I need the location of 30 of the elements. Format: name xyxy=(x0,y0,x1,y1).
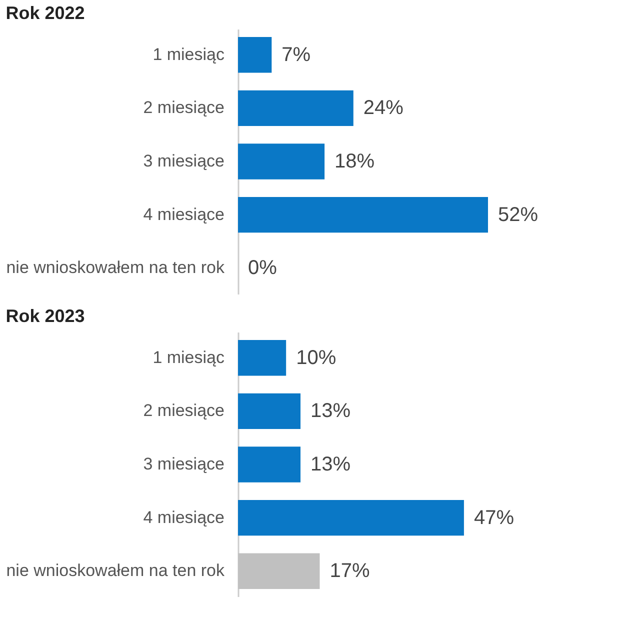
y-tick-label: 1 miesiąc xyxy=(152,44,225,64)
data-label: 10% xyxy=(296,346,336,369)
y-tick-label: 3 miesiące xyxy=(143,152,224,170)
data-label: 24% xyxy=(363,97,404,120)
bar xyxy=(238,196,488,233)
y-tick-label: 3 miesiące xyxy=(143,454,224,474)
data-label: 13% xyxy=(310,454,351,476)
bar xyxy=(238,446,300,482)
data-label: 0% xyxy=(248,257,278,280)
data-label: 18% xyxy=(334,150,375,172)
bar xyxy=(238,90,354,126)
bar xyxy=(238,37,272,73)
y-tick-label: 4 miesiące xyxy=(143,204,224,224)
y-tick-label: nie wnioskowałem na ten rok xyxy=(6,561,225,580)
data-label: 7% xyxy=(282,44,311,66)
bar xyxy=(238,340,286,376)
data-label: 13% xyxy=(310,400,351,422)
data-label: 52% xyxy=(498,204,538,226)
data-label: 47% xyxy=(474,506,514,529)
text: Rok 2022 xyxy=(6,3,85,23)
y-tick-label: 4 miesiące xyxy=(143,508,224,527)
text: Rok 2023 xyxy=(6,306,85,326)
y-tick-label: 2 miesiące xyxy=(143,401,224,420)
bar xyxy=(238,393,300,430)
bar xyxy=(238,500,464,536)
y-tick-label: 1 miesiąc xyxy=(152,348,225,367)
data-label: 17% xyxy=(330,560,370,582)
bar xyxy=(238,144,325,180)
y-tick-label: nie wnioskowałem na ten rok xyxy=(6,258,225,278)
y-tick-label: 2 miesiące xyxy=(143,98,224,118)
